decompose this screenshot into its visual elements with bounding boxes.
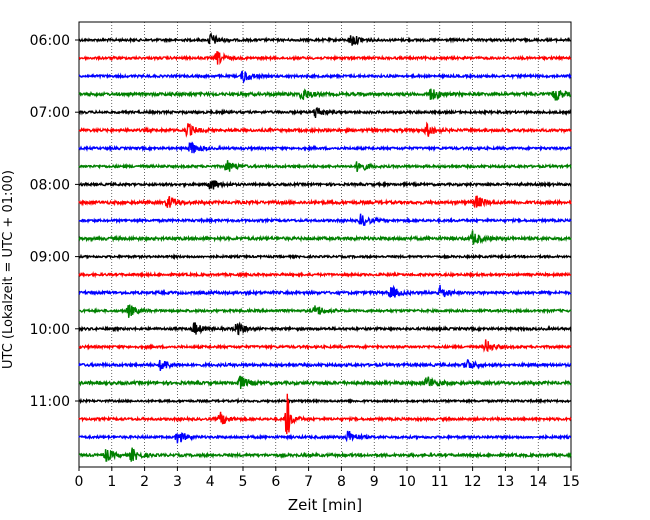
trace-0915	[78, 270, 572, 279]
x-tick-label: 10	[398, 474, 416, 490]
x-tick-label: 4	[206, 474, 215, 490]
y-axis-label: UTC (Lokalzeit = UTC + 01:00)	[1, 170, 16, 369]
trace-0815	[78, 195, 572, 209]
trace-1045	[78, 375, 572, 390]
trace-0645	[78, 88, 572, 101]
y-tick-label: 08:00	[30, 177, 70, 193]
x-tick-label: 0	[75, 474, 84, 490]
trace-0830	[78, 213, 572, 226]
y-tick-label: 07:00	[30, 105, 70, 121]
trace-0800	[78, 180, 572, 190]
trace-1100	[78, 397, 572, 405]
x-tick-label: 3	[173, 474, 182, 490]
trace-1030	[78, 359, 572, 371]
trace-1000	[78, 321, 572, 336]
x-tick-label: 13	[496, 474, 514, 490]
x-axis-label: Zeit [min]	[288, 496, 362, 514]
trace-0700	[78, 106, 572, 119]
x-tick-label: 6	[271, 474, 280, 490]
trace-1145	[79, 447, 572, 462]
x-tick-label: 9	[370, 474, 379, 490]
trace-0715	[78, 121, 572, 138]
trace-0615	[78, 51, 572, 66]
x-tick-label: 5	[239, 474, 248, 490]
plot-frame	[78, 21, 572, 468]
y-tick-label: 10:00	[30, 322, 70, 338]
y-tick-label: 11:00	[30, 394, 70, 410]
trace-1015	[78, 339, 572, 353]
trace-1130	[78, 430, 572, 444]
x-tick-label: 15	[562, 474, 580, 490]
x-tick-label: 1	[107, 474, 116, 490]
trace-0845	[78, 230, 572, 245]
x-axis-ticks: 0 1 2 3 4 5 6 7 8 9 10 11 12 13 14 15	[75, 467, 580, 490]
trace-0945	[78, 304, 572, 318]
x-tick-label: 2	[140, 474, 149, 490]
x-tick-label: 8	[337, 474, 346, 490]
trace-0745	[78, 160, 572, 173]
x-tick-label: 11	[431, 474, 449, 490]
vertical-grid	[111, 22, 539, 467]
trace-0730	[78, 141, 572, 154]
trace-0630	[78, 70, 572, 84]
trace-0600	[78, 32, 572, 46]
trace-1115	[78, 393, 572, 435]
trace-0930	[78, 284, 572, 298]
y-axis-ticks: 06:00 07:00 08:00 09:00 10:00 11:00	[30, 33, 79, 410]
y-tick-label: 09:00	[30, 250, 70, 266]
trace-0900	[78, 253, 572, 261]
seismic-traces	[78, 32, 572, 462]
x-tick-label: 12	[464, 474, 482, 490]
x-tick-label: 7	[304, 474, 313, 490]
y-tick-label: 06:00	[30, 33, 70, 49]
x-tick-label: 14	[529, 474, 547, 490]
